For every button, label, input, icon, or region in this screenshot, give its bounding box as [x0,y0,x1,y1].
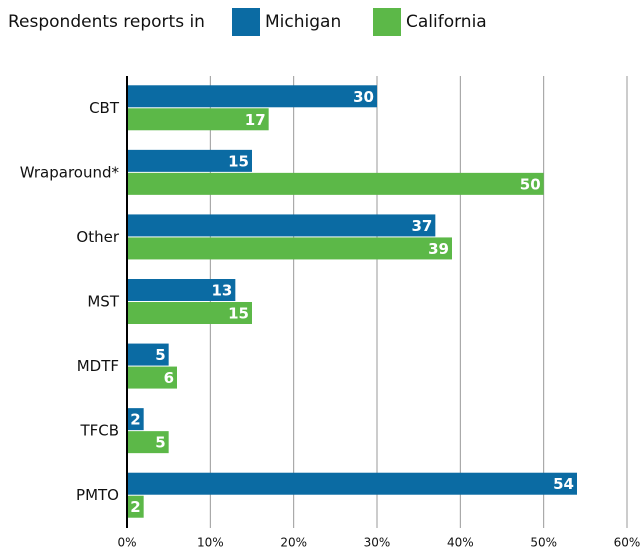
x-tick-label: 10% [197,536,224,550]
data-label: 15 [228,305,249,323]
data-label: 13 [211,282,232,300]
legend-label: Michigan [265,12,341,32]
bar [127,108,269,131]
x-tick-label: 0% [117,536,136,550]
bar [127,237,452,260]
data-label: 37 [411,217,432,235]
y-tick-label: TFCB [79,422,119,440]
bar [127,472,577,495]
data-label: 2 [130,411,140,429]
legend-title: Respondents reports in [8,12,205,32]
bar [127,149,252,172]
bar [127,408,144,431]
y-tick-label: MDTF [77,357,119,375]
y-tick-label: MST [87,293,119,311]
data-label: 2 [130,498,140,516]
bar [127,431,169,454]
y-tick-label: Other [76,228,119,246]
data-label: 5 [155,434,165,452]
bar [127,302,252,324]
data-label: 5 [155,346,165,364]
data-label: 50 [520,175,541,193]
bar [127,279,236,301]
data-label: 54 [553,475,574,493]
x-tick-label: 20% [280,536,307,550]
legend-swatch [373,8,401,36]
x-tick-label: 40% [447,536,474,550]
y-tick-label: CBT [89,99,120,117]
data-label: 15 [228,152,249,170]
legend-swatch [232,8,260,36]
x-tick-label: 50% [530,536,557,550]
bar [127,366,177,389]
bar [127,85,377,108]
legend-label: California [406,12,487,32]
y-tick-label: Wraparound* [20,163,120,181]
y-tick-label: PMTO [76,486,119,504]
bar [127,214,436,237]
data-label: 17 [245,111,266,129]
x-tick-label: 30% [364,536,391,550]
data-label: 39 [428,240,449,258]
bar [127,172,544,195]
bar [127,495,144,518]
data-label: 6 [164,369,174,387]
bar [127,343,169,366]
x-tick-label: 60% [614,536,641,550]
data-label: 30 [353,88,374,106]
